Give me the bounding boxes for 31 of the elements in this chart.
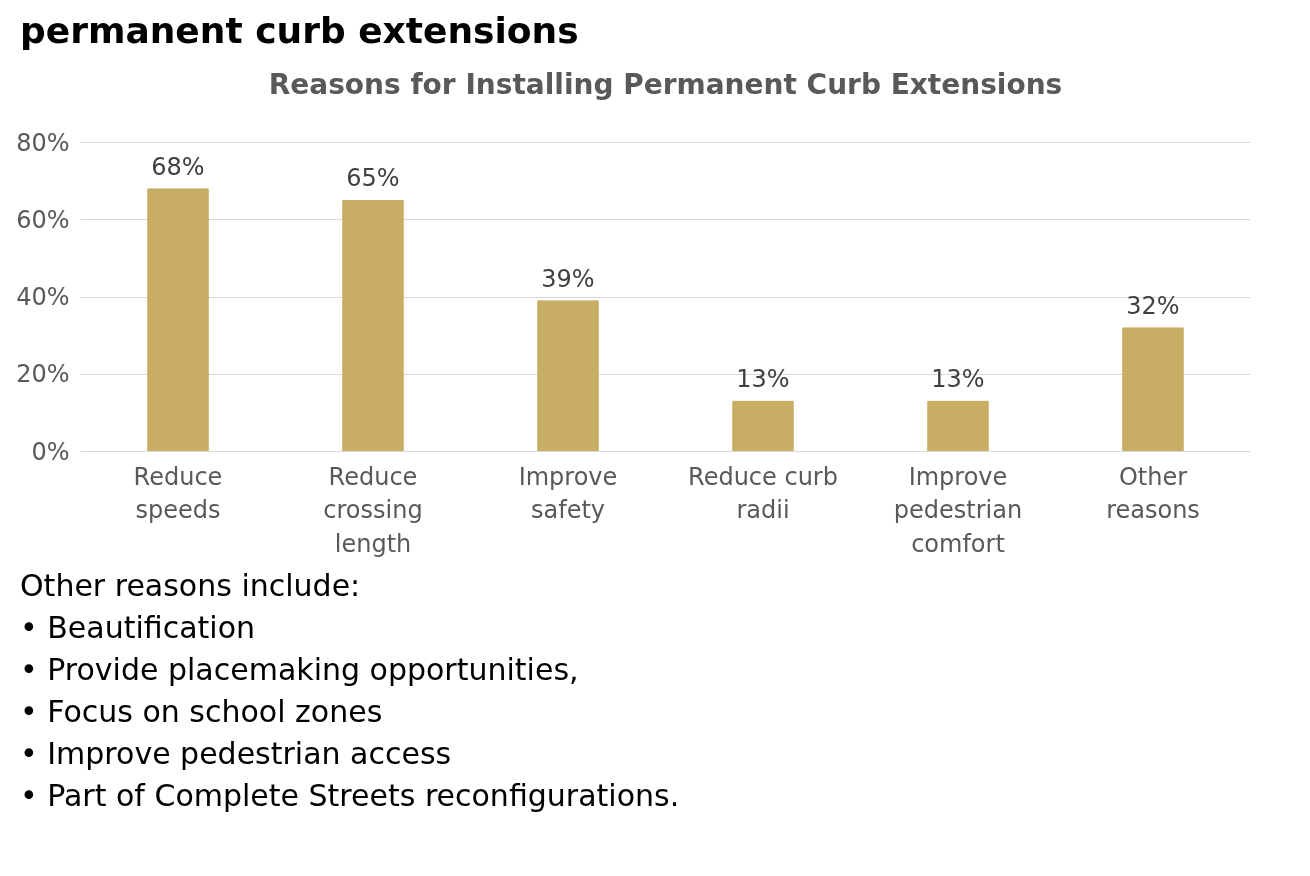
y-tick-label: 20%: [16, 360, 70, 389]
data-label: 13%: [736, 365, 790, 394]
bar: [147, 188, 209, 452]
bar: [732, 400, 794, 452]
bar: [927, 400, 989, 452]
y-tick-label: 0%: [31, 437, 70, 466]
bar: [1122, 327, 1184, 452]
chart-subtitle: Reasons for Installing Permanent Curb Extensions: [268, 67, 1063, 101]
bar: [537, 300, 599, 452]
text: • Part of Complete Streets reconfigurations.: [20, 778, 680, 813]
chart-title: permanent curb extensions: [20, 9, 579, 53]
text: • Beautification: [20, 610, 256, 645]
y-tick-label: 40%: [16, 283, 70, 312]
x-tick-label: Other reasons: [1106, 462, 1200, 525]
x-tick-label: Reduce curb radii: [688, 462, 838, 525]
x-tick-label: Reduce crossing length: [323, 462, 423, 558]
text: Other reasons include:: [20, 568, 361, 603]
x-tick-label: Improve pedestrian comfort: [893, 462, 1023, 558]
data-label: 32%: [1126, 291, 1180, 320]
data-label: 13%: [931, 365, 985, 394]
text: • Improve pedestrian access: [20, 736, 452, 771]
data-label: 65%: [346, 164, 400, 193]
x-tick-label: Improve safety: [518, 462, 618, 525]
text: • Provide placemaking opportunities,: [20, 652, 579, 687]
text: • Focus on school zones: [20, 694, 383, 729]
x-tick-label: Reduce speeds: [133, 462, 223, 525]
y-tick-label: 80%: [16, 128, 70, 157]
data-label: 39%: [541, 264, 595, 293]
data-label: 68%: [151, 152, 205, 181]
bar: [342, 200, 404, 452]
y-tick-label: 60%: [16, 205, 70, 234]
